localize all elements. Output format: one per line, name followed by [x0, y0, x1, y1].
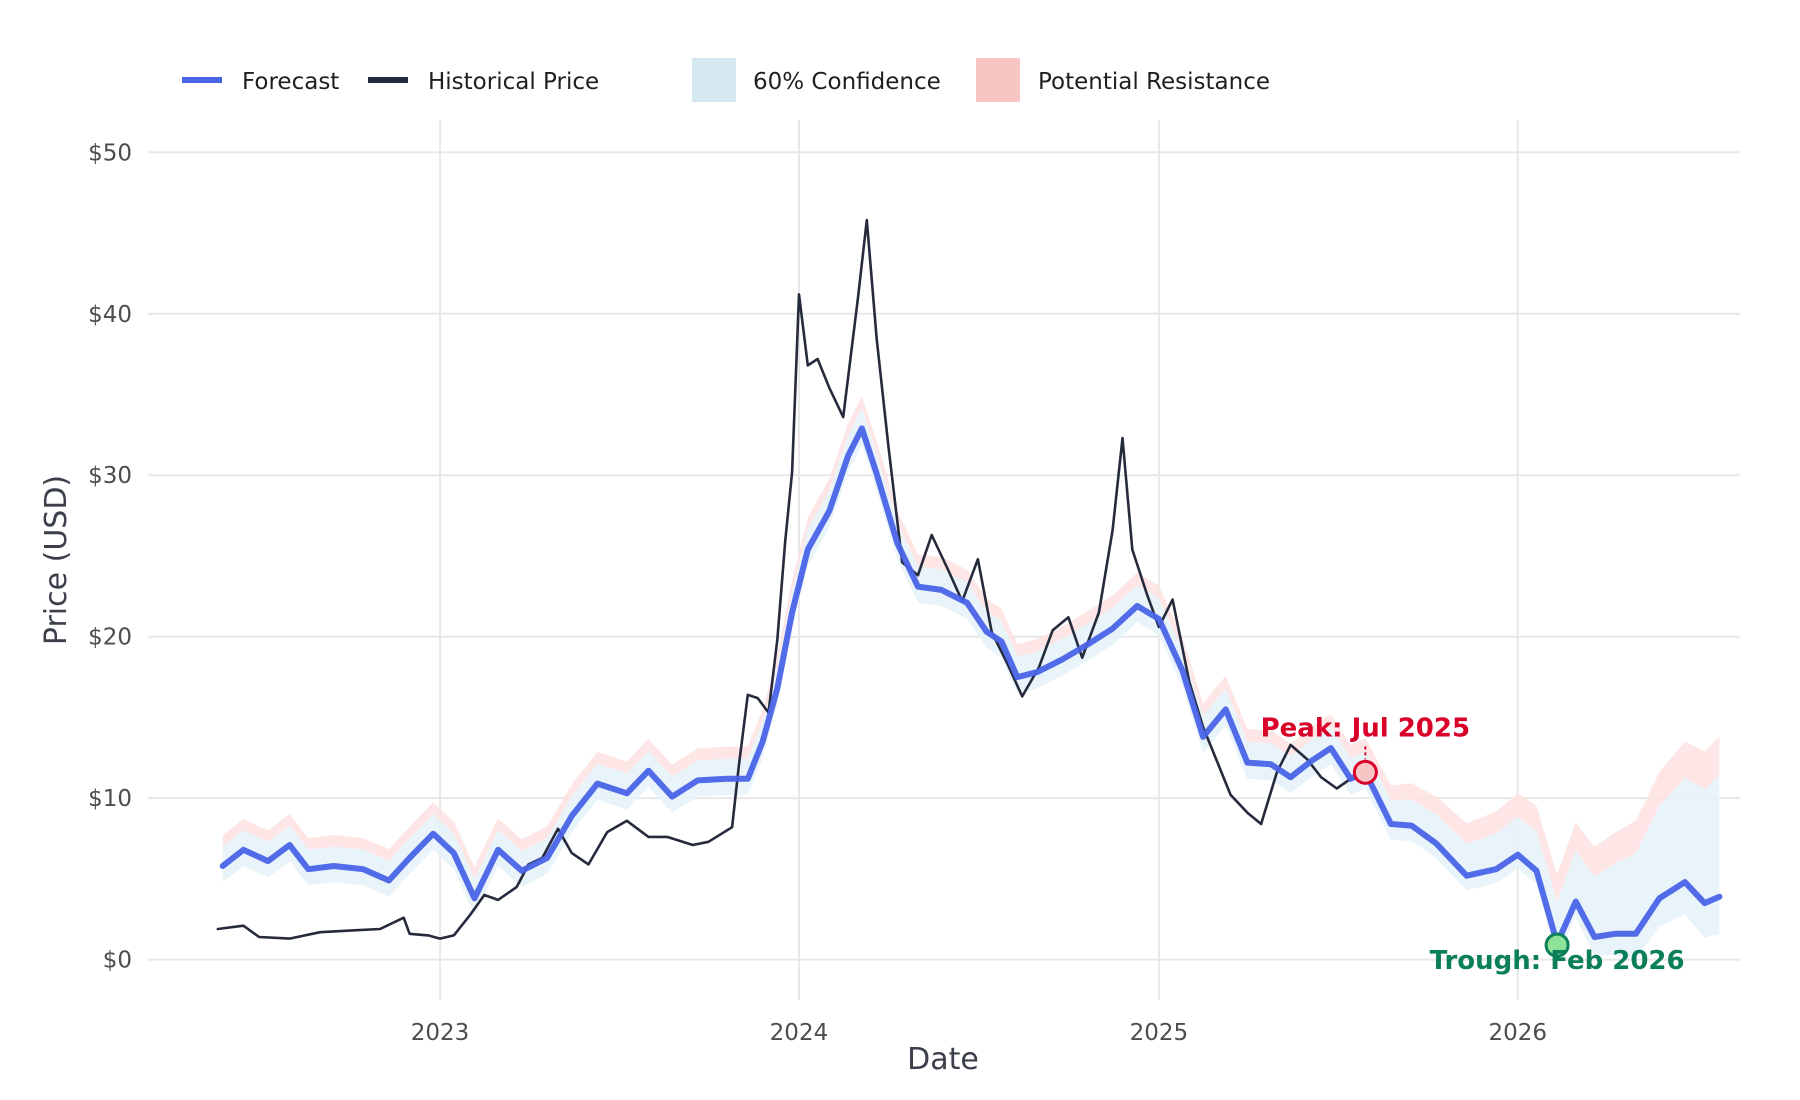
y-axis-ticks: $0 $10 $20 $30 $40 $50: [88, 140, 132, 973]
y-tick-label: $20: [88, 625, 132, 651]
legend-confidence-swatch: [692, 58, 736, 102]
x-axis-title: Date: [907, 1042, 979, 1077]
legend-historical-label: Historical Price: [428, 69, 599, 95]
confidence-band: [222, 408, 1720, 959]
peak-marker: [1352, 759, 1378, 785]
y-tick-label: $0: [103, 948, 132, 974]
bands-layer: [222, 395, 1720, 959]
x-tick-label: 2023: [411, 1020, 470, 1046]
annotations-layer: Peak: Jul 2025 Trough: Feb 2026: [1261, 713, 1685, 976]
resistance-band: [222, 395, 1720, 902]
legend: Forecast Historical Price 60% Confidence…: [182, 58, 1270, 102]
legend-resistance-label: Potential Resistance: [1038, 69, 1270, 95]
series-layer: [216, 218, 1723, 947]
peak-annotation-label: Peak: Jul 2025: [1261, 713, 1471, 743]
y-tick-label: $10: [88, 786, 132, 812]
trough-annotation-label: Trough: Feb 2026: [1430, 946, 1685, 976]
y-tick-label: $50: [88, 140, 132, 166]
gridlines: [148, 120, 1740, 1000]
x-tick-label: 2026: [1488, 1020, 1547, 1046]
trough-marker: [1544, 932, 1570, 958]
x-axis-ticks: 2023 2024 2025 2026: [411, 1020, 1547, 1046]
y-tick-label: $30: [88, 463, 132, 489]
legend-forecast-label: Forecast: [242, 69, 339, 95]
forecast-line: [219, 425, 1723, 947]
y-axis-title: Price (USD): [39, 475, 74, 645]
legend-confidence-label: 60% Confidence: [753, 69, 941, 95]
x-tick-label: 2025: [1130, 1020, 1189, 1046]
y-tick-label: $40: [88, 302, 132, 328]
legend-resistance-swatch: [976, 58, 1020, 102]
x-tick-label: 2024: [770, 1020, 829, 1046]
historical-price-line: [216, 218, 1352, 940]
